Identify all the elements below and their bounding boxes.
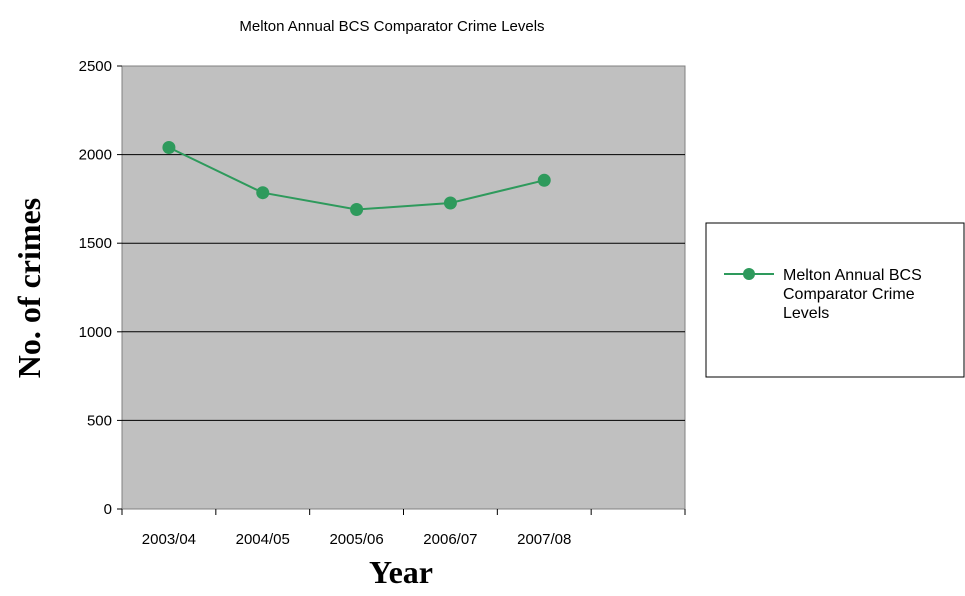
- data-point: [256, 186, 270, 200]
- series-layer: [162, 141, 551, 217]
- x-axis: 2003/04 2004/05 2005/06 2006/07 2007/08: [121, 509, 686, 548]
- data-point: [350, 203, 364, 217]
- plot-area: [121, 65, 686, 510]
- gridlines: [122, 154, 685, 421]
- legend-marker-swatch: [743, 268, 755, 280]
- data-point: [443, 196, 457, 210]
- data-point: [537, 173, 551, 187]
- y-axis: 0 500 1000 1500 2000 2500: [79, 58, 122, 518]
- y-tick-label: 500: [87, 412, 112, 429]
- y-tick-label: 0: [104, 501, 112, 518]
- x-tick-label: 2005/06: [329, 531, 383, 548]
- y-tick-label: 1000: [79, 324, 112, 341]
- y-tick-label: 2000: [79, 147, 112, 164]
- y-tick-label: 2500: [79, 58, 112, 75]
- legend: Melton Annual BCS Comparator Crime Level…: [705, 222, 965, 378]
- legend-label-line-2: Comparator Crime: [783, 286, 915, 303]
- x-tick-label: 2007/08: [517, 531, 571, 548]
- chart-title: Melton Annual BCS Comparator Crime Level…: [239, 18, 544, 35]
- y-tick-label: 1500: [79, 235, 112, 252]
- x-axis-title: Year: [369, 554, 433, 590]
- x-tick-label: 2006/07: [423, 531, 477, 548]
- x-tick-label: 2004/05: [236, 531, 290, 548]
- x-tick-label: 2003/04: [142, 531, 196, 548]
- legend-box: [705, 222, 965, 378]
- data-point: [162, 141, 176, 155]
- legend-label-line-1: Melton Annual BCS: [783, 267, 922, 284]
- y-axis-title: No. of crimes: [11, 198, 47, 378]
- legend-label-line-3: Levels: [783, 305, 829, 322]
